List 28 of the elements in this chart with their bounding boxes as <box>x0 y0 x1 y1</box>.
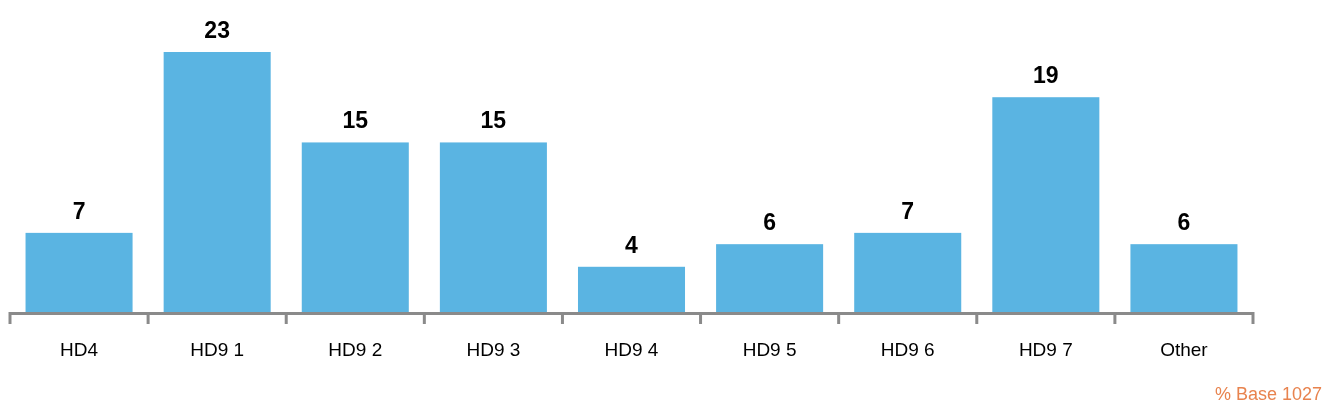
data-label: 23 <box>204 17 230 43</box>
data-label: 19 <box>1033 62 1059 89</box>
data-label: 15 <box>342 107 369 134</box>
x-tick-label: HD9 5 <box>742 339 797 360</box>
data-label: 7 <box>72 197 86 224</box>
x-tick-label: HD9 7 <box>1018 339 1073 360</box>
data-label: 15 <box>480 107 507 134</box>
bar <box>25 232 133 312</box>
bar <box>163 52 271 312</box>
x-tick-label: HD9 2 <box>328 339 383 360</box>
x-tick-label: Other <box>1160 339 1209 360</box>
x-tick-label: HD9 6 <box>880 339 935 360</box>
x-tick-label: HD9 1 <box>190 339 245 360</box>
x-tick-label: HD9 3 <box>466 339 521 360</box>
bar <box>716 244 824 312</box>
data-label: 6 <box>763 209 777 236</box>
bar <box>439 142 547 312</box>
bar <box>301 142 409 312</box>
data-label: 7 <box>901 197 915 224</box>
x-tick-label: HD4 <box>60 339 99 360</box>
bar <box>1130 244 1238 312</box>
bar <box>577 266 686 312</box>
bar <box>854 232 962 312</box>
data-label: 4 <box>625 231 639 258</box>
text: % Base 1027 <box>1214 384 1322 403</box>
bar <box>992 97 1100 312</box>
x-tick-label: HD9 4 <box>604 339 659 360</box>
data-label: 6 <box>1177 209 1191 236</box>
